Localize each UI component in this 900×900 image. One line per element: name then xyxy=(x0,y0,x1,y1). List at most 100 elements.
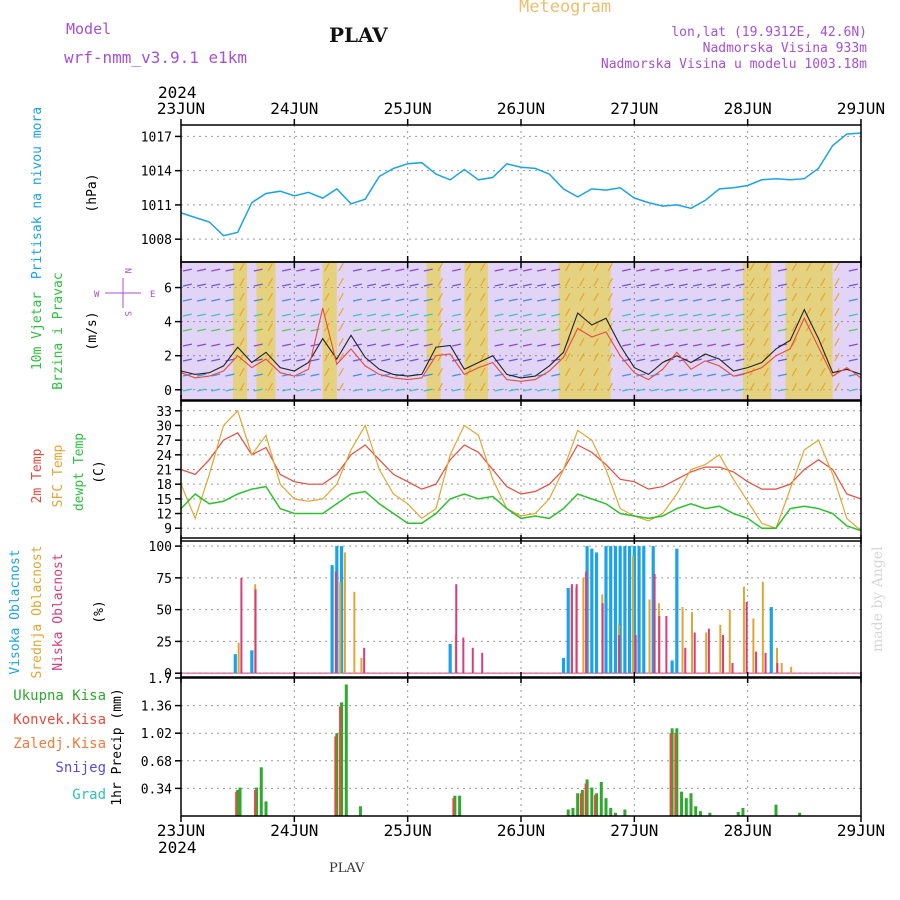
wind-arrow xyxy=(310,358,320,362)
wind-arrow xyxy=(819,292,826,302)
wind-arrow xyxy=(791,367,798,377)
mid-cloud-bar xyxy=(780,663,783,674)
wind-arrow xyxy=(253,313,263,317)
footer-station: PLAV xyxy=(329,861,365,876)
wind-arrow xyxy=(296,358,306,362)
wind-arrow xyxy=(253,268,263,272)
wind-arrow xyxy=(650,328,660,332)
top-year-label: 2024 xyxy=(158,83,197,102)
wind-arrow xyxy=(848,283,858,287)
low-cloud-bar xyxy=(471,647,474,674)
wind-arrow xyxy=(735,283,745,287)
bottom-time-label: 27JUN xyxy=(610,821,658,840)
wind-arrow xyxy=(225,328,235,332)
high-cloud-bar xyxy=(448,643,452,674)
y-tick-label: 50 xyxy=(156,604,172,619)
wind-arrow xyxy=(479,277,486,287)
wind-arrow xyxy=(409,283,419,287)
wind-arrow xyxy=(211,283,221,287)
convective-precip-bar xyxy=(594,794,597,816)
wind-arrow xyxy=(225,268,235,272)
wind-arrow xyxy=(367,388,377,392)
wind-arrow xyxy=(465,352,472,362)
total-precip-bar xyxy=(680,791,684,816)
wind-arrow xyxy=(197,358,207,362)
wind-arrow xyxy=(622,328,632,332)
low-cloud-bar xyxy=(731,663,734,674)
product-title: Meteogram xyxy=(519,0,612,17)
model-altitude-label: Nadmorska Visina u modelu 1003.18m xyxy=(600,57,867,72)
wind-arrow xyxy=(819,352,826,362)
wind-arrow xyxy=(735,313,745,317)
wind-arrow xyxy=(182,283,192,287)
wind-arrow xyxy=(182,298,192,302)
wind-arrow xyxy=(409,343,419,347)
bottom-time-label: 29JUN xyxy=(837,821,885,840)
high-cloud-bar xyxy=(594,552,599,674)
wind-arrow xyxy=(452,373,462,377)
y-tick-label: 12 xyxy=(156,508,172,523)
wind-arrow xyxy=(707,343,717,347)
wind-arrow xyxy=(848,358,858,362)
convective-precip-bar xyxy=(235,791,238,816)
wind-arrow xyxy=(211,298,221,302)
wind-arrow xyxy=(805,382,812,392)
wind-arrow xyxy=(395,283,405,287)
bottom-year-label: 2024 xyxy=(158,838,197,857)
wind-arrow xyxy=(564,262,571,272)
top-time-label: 29JUN xyxy=(837,99,885,118)
wind-arrow xyxy=(338,382,344,392)
wind-arrow xyxy=(848,298,858,302)
low-cloud-bar xyxy=(462,637,465,674)
top-time-label: 23JUN xyxy=(157,99,205,118)
wind-arrow xyxy=(763,382,769,392)
wind-arrow xyxy=(239,277,245,287)
wind-arrow xyxy=(479,322,486,332)
y-tick-label: 6 xyxy=(164,282,172,297)
labels-layer: 1008101110141017024691215182124273033025… xyxy=(8,83,885,857)
wind-arrow xyxy=(622,343,632,347)
wind-arrow xyxy=(367,343,377,347)
wind-arrow xyxy=(636,283,646,287)
high-cloud-bar xyxy=(637,546,641,674)
wind-arrow xyxy=(267,322,274,332)
low-cloud-bar xyxy=(653,574,656,674)
temp-unit-label: (C) xyxy=(92,460,107,483)
total-precip-bar xyxy=(599,781,603,816)
wind-arrow xyxy=(395,388,405,392)
station-title: PLAV xyxy=(329,23,388,47)
wind-arrow xyxy=(551,343,561,347)
wind-arrow xyxy=(579,382,585,392)
wind-gust-line xyxy=(180,307,862,382)
wind-arrow xyxy=(564,352,571,362)
wind-arrow xyxy=(791,337,798,347)
total-precip-bar xyxy=(264,801,268,816)
wind-arrow xyxy=(508,268,518,272)
wind-arrow xyxy=(267,382,274,392)
wind-arrow xyxy=(636,343,646,347)
wind-arrow xyxy=(225,343,235,347)
total-precip-bar xyxy=(340,702,344,816)
high-cloud-bar xyxy=(675,548,679,674)
wind-arrow xyxy=(579,367,585,377)
wind-arrow xyxy=(452,268,462,272)
compass-north-label: N xyxy=(122,268,132,273)
wind-unit-label: (m/s) xyxy=(85,311,100,350)
wind-axis-subtitle: Brzina i Pravac xyxy=(51,272,66,389)
wind-arrow xyxy=(805,352,812,362)
wind-arrow xyxy=(437,367,444,377)
wind-arrow xyxy=(282,328,292,332)
wind-arrow xyxy=(721,358,731,362)
wind-arrow xyxy=(791,292,798,302)
wind-arrow xyxy=(664,373,674,377)
wind-arrow xyxy=(763,277,769,287)
credit-label: made by Angel xyxy=(870,546,886,653)
mid-cloud-bar xyxy=(343,552,346,674)
low-cloud-bar xyxy=(585,571,588,674)
total-precip-bar xyxy=(613,812,617,816)
wind-arrow xyxy=(296,283,306,287)
wind-arrow xyxy=(749,277,755,287)
wind-arrow xyxy=(707,283,717,287)
wind-speed-line xyxy=(180,308,862,379)
wind-arrow xyxy=(834,277,840,287)
